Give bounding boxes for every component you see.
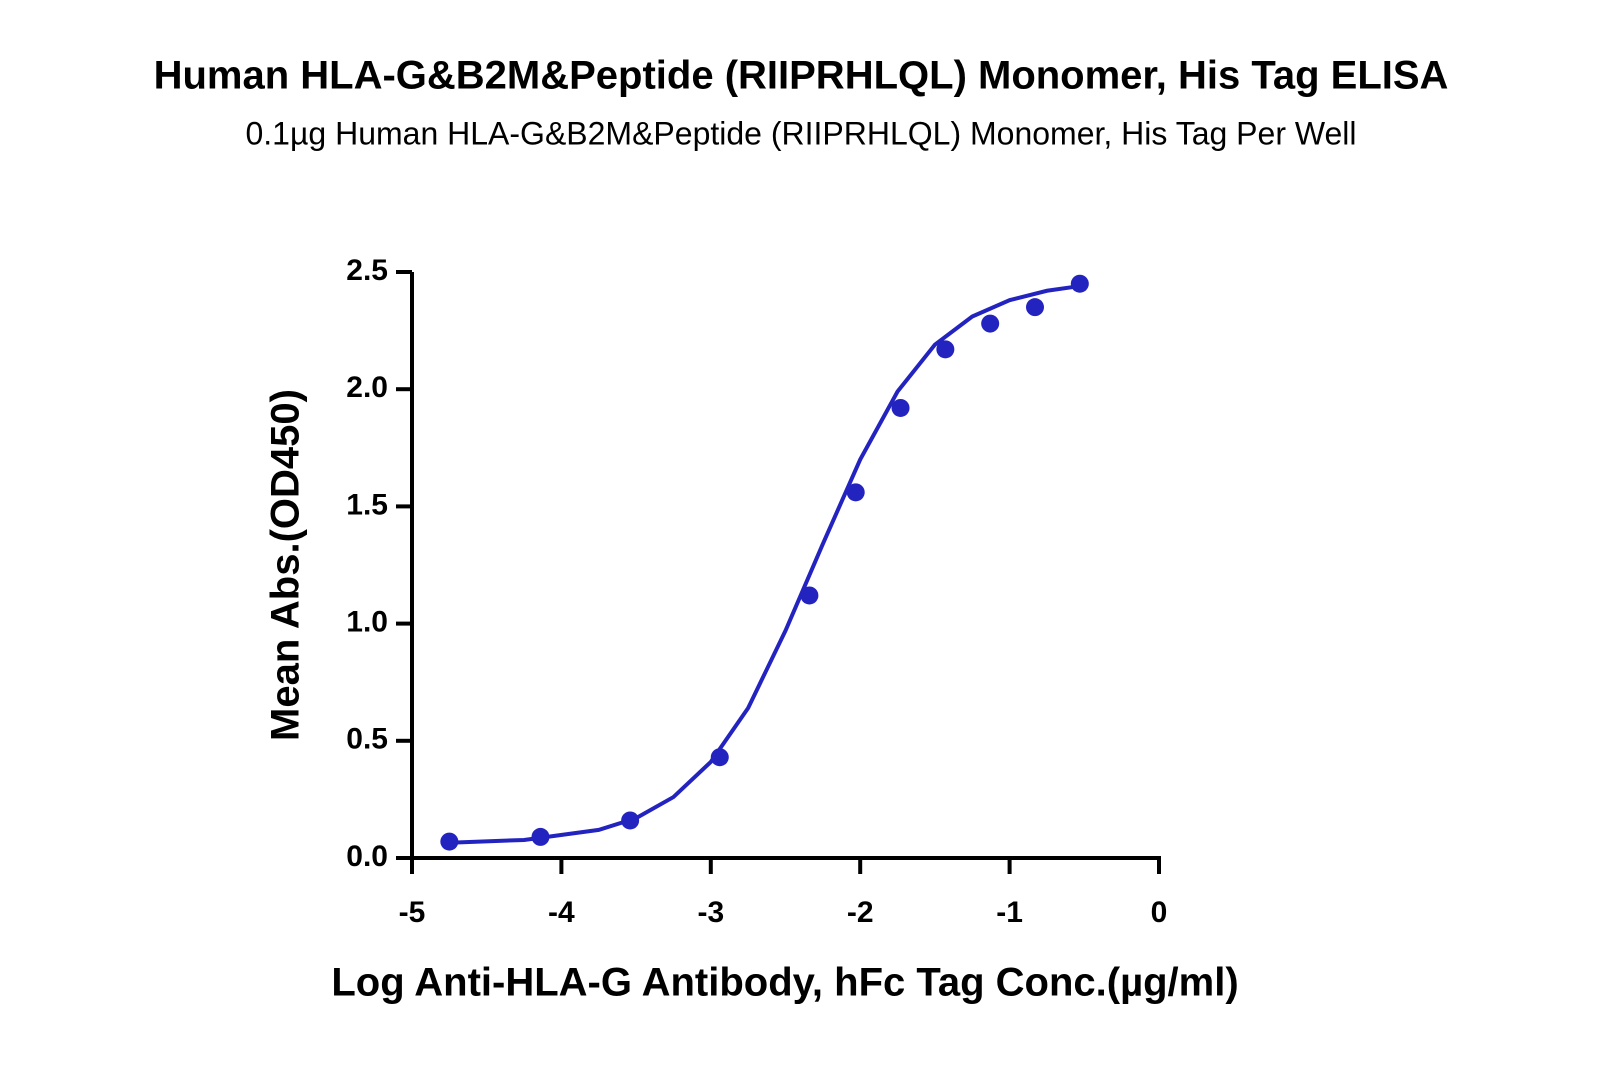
x-tick-label: -1 — [996, 896, 1023, 929]
y-tick-label: 2.5 — [346, 254, 388, 287]
y-tick-label: 1.5 — [346, 488, 388, 521]
data-point — [1070, 274, 1089, 293]
y-tick-label: 1.0 — [346, 606, 388, 639]
data-point — [440, 832, 459, 851]
data-point — [800, 586, 819, 605]
chart-subtitle: 0.1µg Human HLA-G&B2M&Peptide (RIIPRHLQL… — [245, 115, 1356, 151]
data-point — [846, 483, 865, 502]
x-tick-label: -5 — [399, 896, 426, 929]
x-axis-label: Log Anti-HLA-G Antibody, hFc Tag Conc.(µ… — [331, 961, 1238, 1005]
x-tick-label: -3 — [697, 896, 724, 929]
data-point — [621, 811, 640, 830]
data-point — [531, 827, 550, 846]
data-point — [936, 340, 955, 359]
data-point — [981, 314, 1000, 333]
y-axis-label: Mean Abs.(OD450) — [264, 389, 308, 741]
data-point — [891, 398, 910, 417]
data-point — [710, 748, 729, 767]
y-tick-label: 0.0 — [346, 840, 388, 873]
y-tick-label: 0.5 — [346, 723, 388, 756]
data-point — [1025, 298, 1044, 317]
x-tick-label: -2 — [847, 896, 874, 929]
x-tick-label: 0 — [1151, 896, 1168, 929]
chart-title: Human HLA-G&B2M&Peptide (RIIPRHLQL) Mono… — [154, 54, 1449, 98]
fit-curve — [449, 284, 1081, 845]
y-tick-label: 2.0 — [346, 371, 388, 404]
x-tick-label: -4 — [548, 896, 575, 929]
